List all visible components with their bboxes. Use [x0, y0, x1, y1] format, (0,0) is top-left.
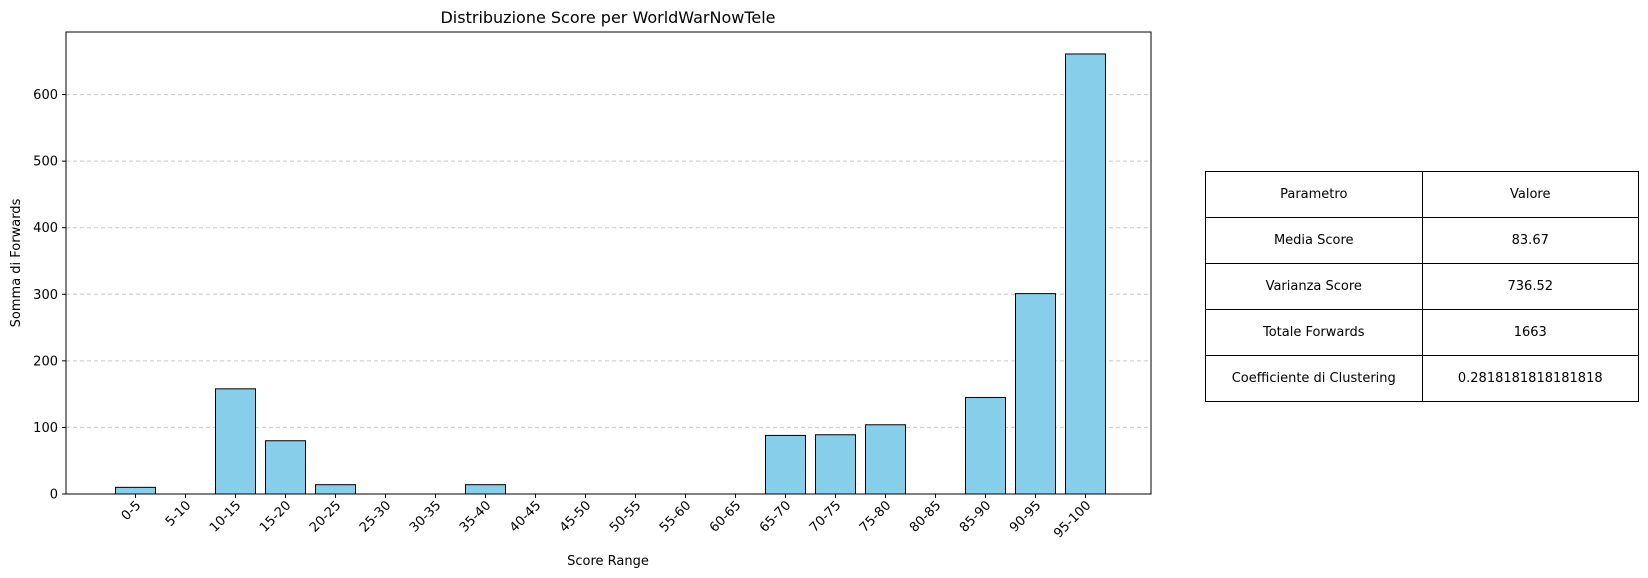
x-tick-label: 45-50	[557, 498, 594, 535]
x-tick-label: 75-80	[857, 498, 894, 535]
x-tick-label: 95-100	[1051, 498, 1094, 541]
x-tick-label: 30-35	[407, 498, 444, 535]
x-tick-label: 60-65	[707, 498, 744, 535]
x-axis-ticks: 0-5 5-10 10-15 15-20 20-25 25-30 30-35 35-40 40-…	[119, 494, 1094, 541]
table-cell-param: Totale Forwards	[1205, 309, 1423, 356]
x-tick-label: 70-75	[807, 498, 844, 535]
y-axis-label: Somma di Forwards	[9, 198, 24, 327]
bar-35-40	[465, 484, 506, 495]
y-tick-label: 400	[33, 221, 58, 236]
bar-20-25	[315, 484, 356, 495]
table-row: Totale Forwards 1663	[1205, 309, 1639, 356]
bar-75-80	[865, 424, 906, 495]
x-tick-label: 65-70	[757, 498, 794, 535]
bar-15-20	[265, 440, 306, 495]
x-tick-label: 55-60	[657, 498, 694, 535]
chart-title: Distribuzione Score per WorldWarNowTele	[440, 8, 775, 27]
table-header-cell: Parametro	[1205, 171, 1423, 218]
table-header-cell: Valore	[1421, 171, 1639, 218]
table-cell-param: Media Score	[1205, 217, 1423, 264]
table-cell-param: Varianza Score	[1205, 263, 1423, 310]
table-cell-value: 736.52	[1421, 263, 1639, 310]
x-tick-label: 80-85	[907, 498, 944, 535]
bar-10-15	[215, 388, 256, 495]
y-tick-label: 200	[33, 354, 58, 369]
bars	[115, 53, 1106, 495]
x-tick-label: 0-5	[119, 498, 145, 524]
table-cell-value: 0.2818181818181818	[1421, 355, 1639, 402]
x-tick-label: 20-25	[307, 498, 344, 535]
y-tick-label: 300	[33, 288, 58, 303]
bar-70-75	[815, 434, 856, 495]
x-tick-label: 85-90	[957, 498, 994, 535]
x-tick-label: 25-30	[357, 498, 394, 535]
plot-frame	[65, 31, 1152, 495]
bar-95-100	[1065, 53, 1106, 495]
table-cell-param: Coefficiente di Clustering	[1205, 355, 1423, 402]
bar-85-90	[965, 396, 1006, 495]
x-tick-label: 10-15	[207, 498, 244, 535]
y-tick-label: 0	[50, 488, 58, 503]
stats-table: Parametro Valore Media Score 83.67 Varia…	[1205, 171, 1639, 402]
bar-0-5	[115, 486, 156, 495]
x-tick-label: 15-20	[257, 498, 294, 535]
y-tick-label: 100	[33, 421, 58, 436]
x-tick-label: 35-40	[457, 498, 494, 535]
x-tick-label: 50-55	[607, 498, 644, 535]
x-tick-label: 90-95	[1007, 498, 1044, 535]
table-cell-value: 1663	[1421, 309, 1639, 356]
table-header-row: Parametro Valore	[1205, 171, 1639, 218]
grid-lines	[66, 94, 1151, 428]
x-axis-label: Score Range	[567, 554, 649, 569]
y-tick-label: 600	[33, 88, 58, 103]
table-row: Media Score 83.67	[1205, 217, 1639, 264]
y-axis-ticks: 0 100 200 300 400 500 600	[33, 88, 66, 503]
table-row: Coefficiente di Clustering 0.28181818181…	[1205, 355, 1639, 402]
table-row: Varianza Score 736.52	[1205, 263, 1639, 310]
bar-65-70	[765, 434, 806, 495]
bar-90-95	[1015, 293, 1056, 495]
x-tick-label: 40-45	[507, 498, 544, 535]
table-cell-value: 83.67	[1421, 217, 1639, 264]
y-tick-label: 500	[33, 155, 58, 170]
x-tick-label: 5-10	[163, 498, 194, 529]
